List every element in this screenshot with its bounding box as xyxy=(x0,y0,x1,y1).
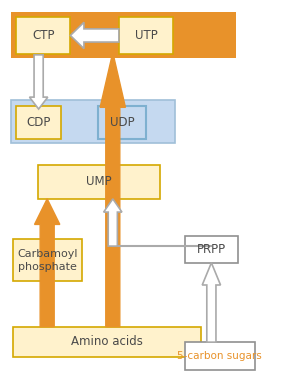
FancyBboxPatch shape xyxy=(13,327,201,357)
FancyArrow shape xyxy=(202,263,221,342)
FancyArrow shape xyxy=(30,55,48,109)
FancyBboxPatch shape xyxy=(10,12,237,58)
Text: Carbamoyl
phosphate: Carbamoyl phosphate xyxy=(17,249,78,272)
Text: UDP: UDP xyxy=(110,116,135,129)
FancyBboxPatch shape xyxy=(38,165,160,199)
FancyBboxPatch shape xyxy=(184,236,238,263)
FancyBboxPatch shape xyxy=(119,17,173,54)
FancyBboxPatch shape xyxy=(99,106,146,139)
Text: PRPP: PRPP xyxy=(197,243,226,256)
FancyArrow shape xyxy=(70,22,119,49)
FancyArrow shape xyxy=(100,53,125,327)
FancyBboxPatch shape xyxy=(13,239,82,281)
FancyArrow shape xyxy=(103,199,122,246)
Text: Amino acids: Amino acids xyxy=(71,335,143,348)
Text: 5-carbon sugars: 5-carbon sugars xyxy=(177,351,262,361)
FancyBboxPatch shape xyxy=(184,342,255,370)
Text: UTP: UTP xyxy=(135,28,157,42)
FancyBboxPatch shape xyxy=(16,106,61,139)
FancyArrow shape xyxy=(34,199,60,327)
Text: CTP: CTP xyxy=(32,28,55,42)
Text: UMP: UMP xyxy=(86,176,112,188)
Text: CDP: CDP xyxy=(26,116,51,129)
FancyBboxPatch shape xyxy=(16,17,70,54)
FancyBboxPatch shape xyxy=(10,100,175,143)
